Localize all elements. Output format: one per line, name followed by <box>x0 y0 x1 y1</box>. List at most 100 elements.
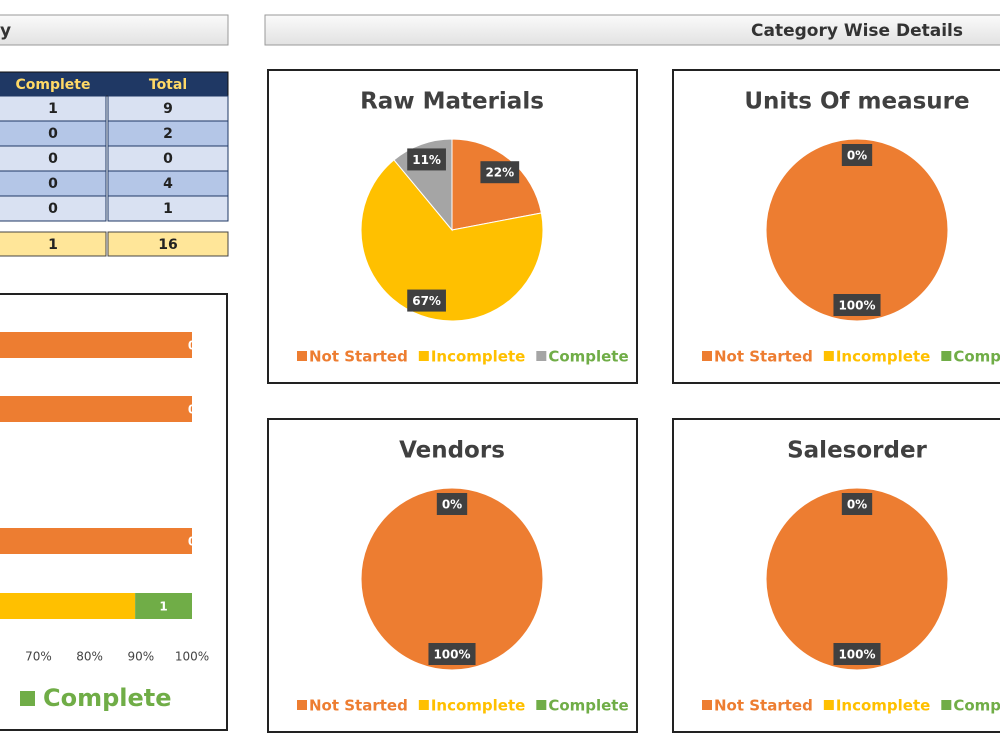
data-label: 0% <box>847 498 867 512</box>
x-tick-label: 70% <box>25 650 52 664</box>
legend-marker <box>941 700 952 710</box>
pie-charts: Raw Materials 22% 67% 11% Not Started Incompl… <box>267 69 1000 733</box>
bar-segment <box>0 332 192 358</box>
legend-label: Complete <box>548 697 628 715</box>
table-cell <box>0 145 107 172</box>
pie-slice <box>360 487 544 671</box>
legend-marker <box>297 700 307 710</box>
table-value: 0 <box>48 126 58 142</box>
x-tick-label: 90% <box>127 650 154 664</box>
legend-label: Complete <box>43 684 172 712</box>
legend-marker <box>418 700 429 710</box>
data-label: 100% <box>838 648 875 662</box>
pie-title: Raw Materials <box>360 89 544 115</box>
details-header: Category Wise Details <box>751 21 963 41</box>
table-value: 0 <box>48 176 58 192</box>
data-label-box <box>436 493 468 515</box>
data-label-box <box>833 643 881 665</box>
legend-marker <box>536 351 547 361</box>
table-value: 1 <box>48 101 58 117</box>
table-value: 1 <box>163 201 173 217</box>
data-label: 0% <box>847 149 867 163</box>
legend-label: Not Started <box>714 697 813 715</box>
table-header: Total <box>149 77 187 93</box>
legend-marker <box>20 691 35 706</box>
pie-title: Units Of measure <box>744 89 969 115</box>
legend-label: Complete <box>953 348 1000 366</box>
data-label-box <box>833 294 881 316</box>
bar-label: 0 <box>188 403 196 417</box>
pie-title: Salesorder <box>787 438 927 464</box>
pie-slice <box>451 138 542 231</box>
table-total: 1 <box>48 237 58 253</box>
table-value: 0 <box>163 151 173 167</box>
table-cell <box>0 95 107 122</box>
bar-label: 1 <box>159 600 167 614</box>
data-label-box <box>480 161 520 184</box>
table-cell <box>0 195 107 222</box>
bar-label: 0 <box>188 535 196 549</box>
table-cell <box>107 170 229 197</box>
legend-label: Incomplete <box>836 697 930 715</box>
table-cell <box>0 170 107 197</box>
data-label-box <box>407 148 446 171</box>
x-tick-label: 100% <box>175 650 209 664</box>
legend-marker <box>823 700 834 710</box>
data-label: 0% <box>442 498 462 512</box>
bar-chart-panel <box>0 293 228 731</box>
bar-label: 0 <box>188 339 196 353</box>
legend-label: Not Started <box>309 348 408 366</box>
pie-title: Vendors <box>399 438 505 464</box>
summary-header-box <box>0 14 229 46</box>
table-total-cell <box>0 231 107 257</box>
data-label-box <box>841 144 873 166</box>
table-value: 9 <box>163 101 173 117</box>
table-cell <box>107 145 229 172</box>
legend-marker <box>536 700 547 710</box>
details-header-box <box>264 14 1000 46</box>
bar-segment <box>0 528 192 554</box>
table-cell <box>107 195 229 222</box>
legend-label: Incomplete <box>431 348 525 366</box>
legend-label: Not Started <box>714 348 813 366</box>
table-header: Complete <box>16 77 91 93</box>
legend-label: Incomplete <box>431 697 525 715</box>
pie-slice <box>765 138 949 322</box>
table-total: 16 <box>158 237 177 253</box>
table-value: 2 <box>163 126 173 142</box>
legend-marker <box>823 351 834 361</box>
legend-marker <box>418 351 429 361</box>
data-label: 67% <box>412 294 441 308</box>
bar-segment <box>0 396 192 422</box>
table-total-cell <box>107 231 229 257</box>
legend-marker <box>702 351 712 361</box>
data-label: 11% <box>412 153 441 167</box>
table-value: 4 <box>163 176 173 192</box>
pie-slice <box>360 159 544 322</box>
table-header-bg <box>0 71 229 97</box>
legend-marker <box>941 351 952 361</box>
data-label: 100% <box>838 299 875 313</box>
data-label-box <box>407 289 446 312</box>
data-label-box <box>428 643 476 665</box>
bar-segment <box>0 593 136 619</box>
summary-header: y <box>0 21 11 41</box>
legend-label: Complete <box>953 697 1000 715</box>
x-tick-label: 80% <box>76 650 103 664</box>
legend-label: Not Started <box>309 697 408 715</box>
bar-chart: 0 0 0 1 70% 80% 90% 100% Complete <box>0 332 209 712</box>
legend-marker <box>702 700 712 710</box>
data-label: 22% <box>485 166 514 180</box>
bar-segment <box>135 593 192 619</box>
table-cell <box>107 95 229 122</box>
table-value: 0 <box>48 151 58 167</box>
pie-slice <box>765 487 949 671</box>
data-label-box <box>841 493 873 515</box>
legend-marker <box>297 351 307 361</box>
legend-label: Incomplete <box>836 348 930 366</box>
data-label: 100% <box>433 648 470 662</box>
table-value: 0 <box>48 201 58 217</box>
legend-label: Complete <box>548 348 628 366</box>
summary-table: Complete Total 1 9 0 2 0 0 0 4 0 1 1 16 <box>0 71 229 257</box>
